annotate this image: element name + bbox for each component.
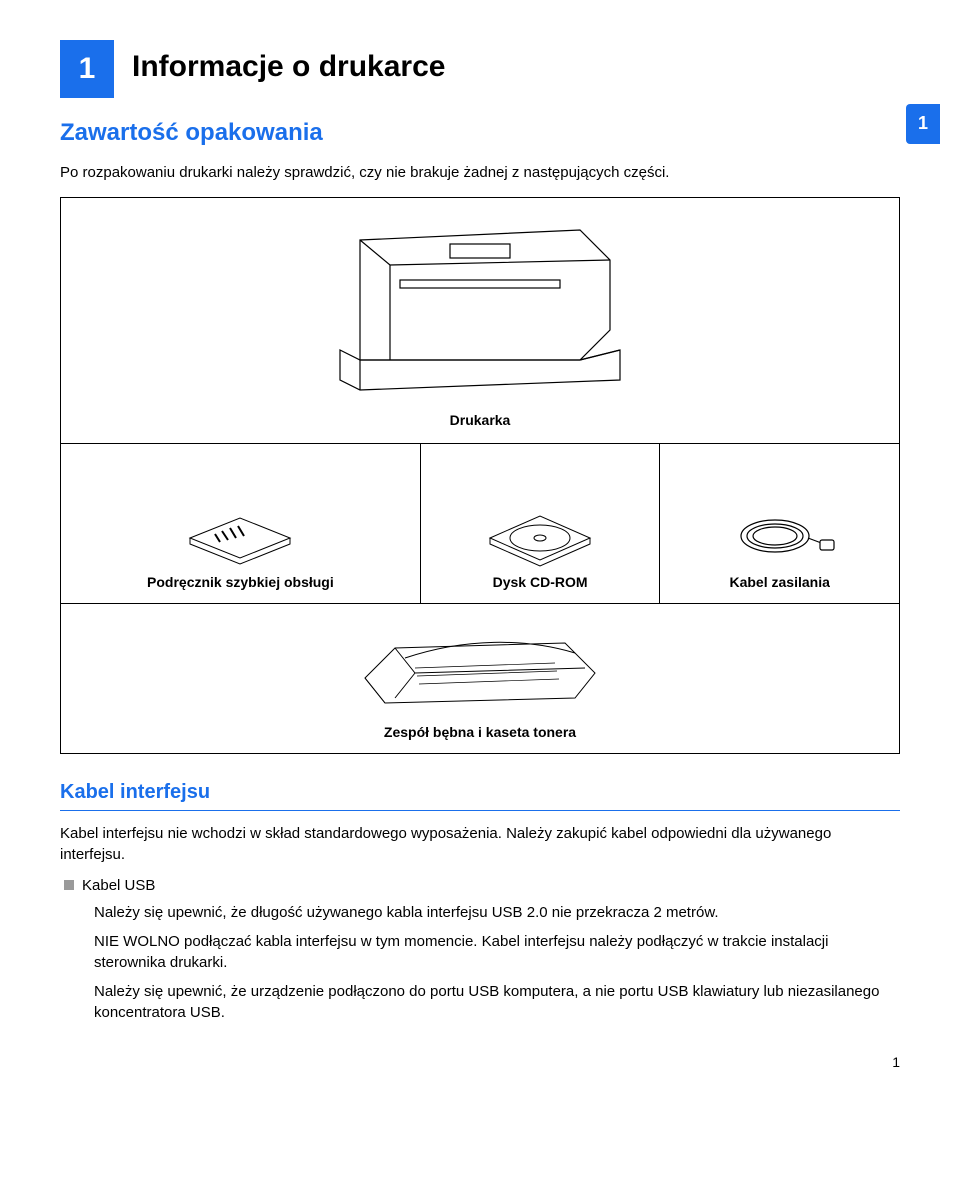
cdrom-illustration xyxy=(480,498,600,568)
chapter-title: Informacje o drukarce xyxy=(132,40,445,88)
quick-guide-illustration xyxy=(180,498,300,568)
section-title: Zawartość opakowania xyxy=(60,116,900,150)
interface-note1: Należy się upewnić, że długość używanego… xyxy=(94,902,900,923)
section-intro: Po rozpakowaniu drukarki należy sprawdzi… xyxy=(60,162,900,183)
printer-cell: Drukarka xyxy=(61,197,900,443)
box-contents-table: Drukarka Podręcznik szybkiej obsługi xyxy=(60,197,900,754)
drum-label: Zespół bębna i kaseta tonera xyxy=(67,723,893,743)
item-label-cdrom: Dysk CD-ROM xyxy=(427,573,654,593)
item-cell-guide: Podręcznik szybkiej obsługi xyxy=(61,443,421,603)
usb-bullet-row: Kabel USB xyxy=(64,875,900,896)
chapter-header: 1 Informacje o drukarce xyxy=(60,40,900,98)
side-tab: 1 xyxy=(906,104,940,144)
interface-para1: Kabel interfejsu nie wchodzi w skład sta… xyxy=(60,823,900,865)
chapter-number-box: 1 xyxy=(60,40,114,98)
item-cell-power: Kabel zasilania xyxy=(660,443,900,603)
power-cable-illustration xyxy=(720,498,840,568)
drum-illustration xyxy=(345,618,615,718)
printer-illustration xyxy=(300,210,660,400)
interface-note2: NIE WOLNO podłączać kabla interfejsu w t… xyxy=(94,931,900,973)
printer-label: Drukarka xyxy=(73,411,887,431)
item-label-power: Kabel zasilania xyxy=(666,573,893,593)
item-label-guide: Podręcznik szybkiej obsługi xyxy=(67,573,414,593)
drum-cell: Zespół bębna i kaseta tonera xyxy=(61,603,900,753)
item-cell-cdrom: Dysk CD-ROM xyxy=(420,443,660,603)
square-bullet-icon xyxy=(64,880,74,890)
interface-cable-heading: Kabel interfejsu xyxy=(60,778,900,811)
usb-bullet-label: Kabel USB xyxy=(82,875,155,896)
page-number: 1 xyxy=(60,1053,900,1073)
interface-note3: Należy się upewnić, że urządzenie podłąc… xyxy=(94,981,900,1023)
